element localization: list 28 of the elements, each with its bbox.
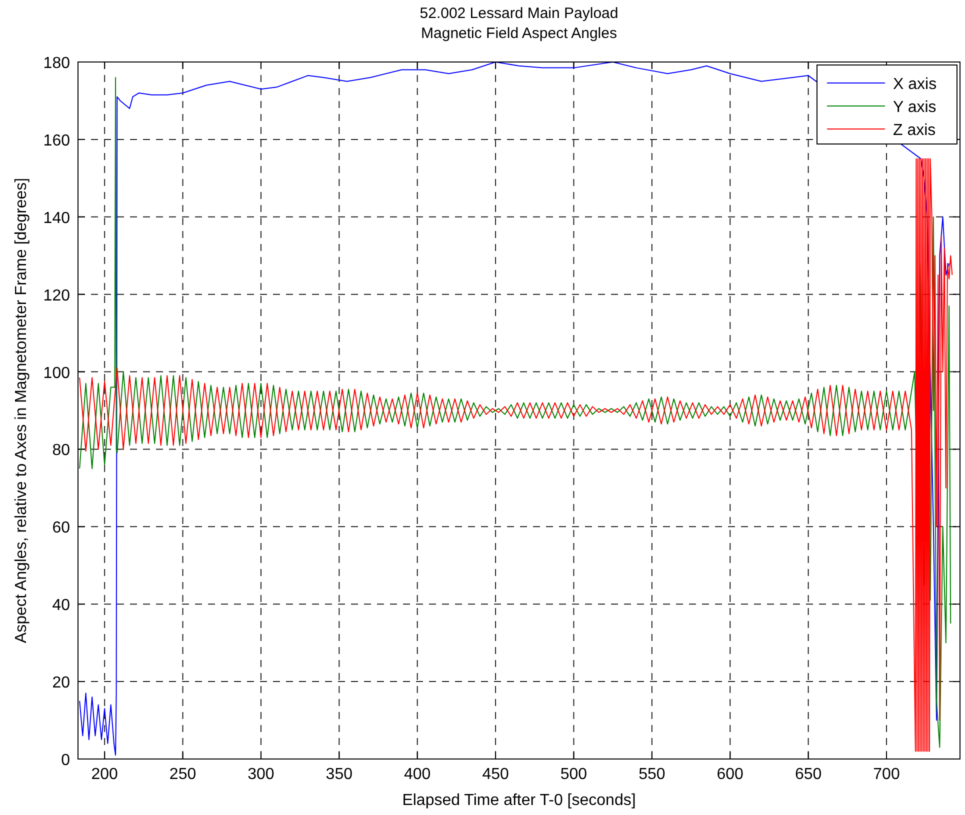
- legend-label: Y axis: [893, 99, 936, 116]
- x-tick-label: 400: [404, 766, 431, 783]
- y-tick-label: 160: [43, 132, 70, 150]
- x-tick-label: 650: [794, 766, 822, 783]
- y-tick-label: 20: [52, 674, 70, 692]
- y-tick-label: 40: [52, 597, 70, 614]
- y-tick-label: 120: [43, 287, 70, 304]
- x-tick-label: 350: [326, 766, 353, 783]
- chart-subtitle: Magnetic Field Aspect Angles: [421, 25, 617, 42]
- y-axis-title: Aspect Angles, relative to Axes in Magnetometer Frame [degrees]: [13, 178, 30, 644]
- x-tick-label: 550: [638, 766, 666, 783]
- x-tick-label: 300: [248, 766, 274, 783]
- y-tick-label: 80: [52, 442, 70, 460]
- y-tick-label: 60: [52, 520, 70, 537]
- y-tick-label: 100: [43, 364, 70, 382]
- y-tick-label: 140: [43, 210, 70, 227]
- y-tick-label: 0: [61, 752, 70, 769]
- x-tick-label: 500: [560, 766, 588, 783]
- x-axis-title: Elapsed Time after T-0 [seconds]: [402, 792, 636, 809]
- y-tick-label: 180: [43, 55, 70, 72]
- x-tick-label: 600: [716, 766, 744, 783]
- x-tick-label: 200: [91, 766, 118, 783]
- legend-label: X axis: [893, 76, 937, 93]
- x-tick-label: 450: [482, 766, 509, 783]
- legend-label: Z axis: [893, 122, 936, 139]
- x-tick-label: 700: [873, 766, 900, 783]
- chart-title: 52.002 Lessard Main Payload: [420, 5, 618, 22]
- x-tick-label: 250: [169, 766, 196, 783]
